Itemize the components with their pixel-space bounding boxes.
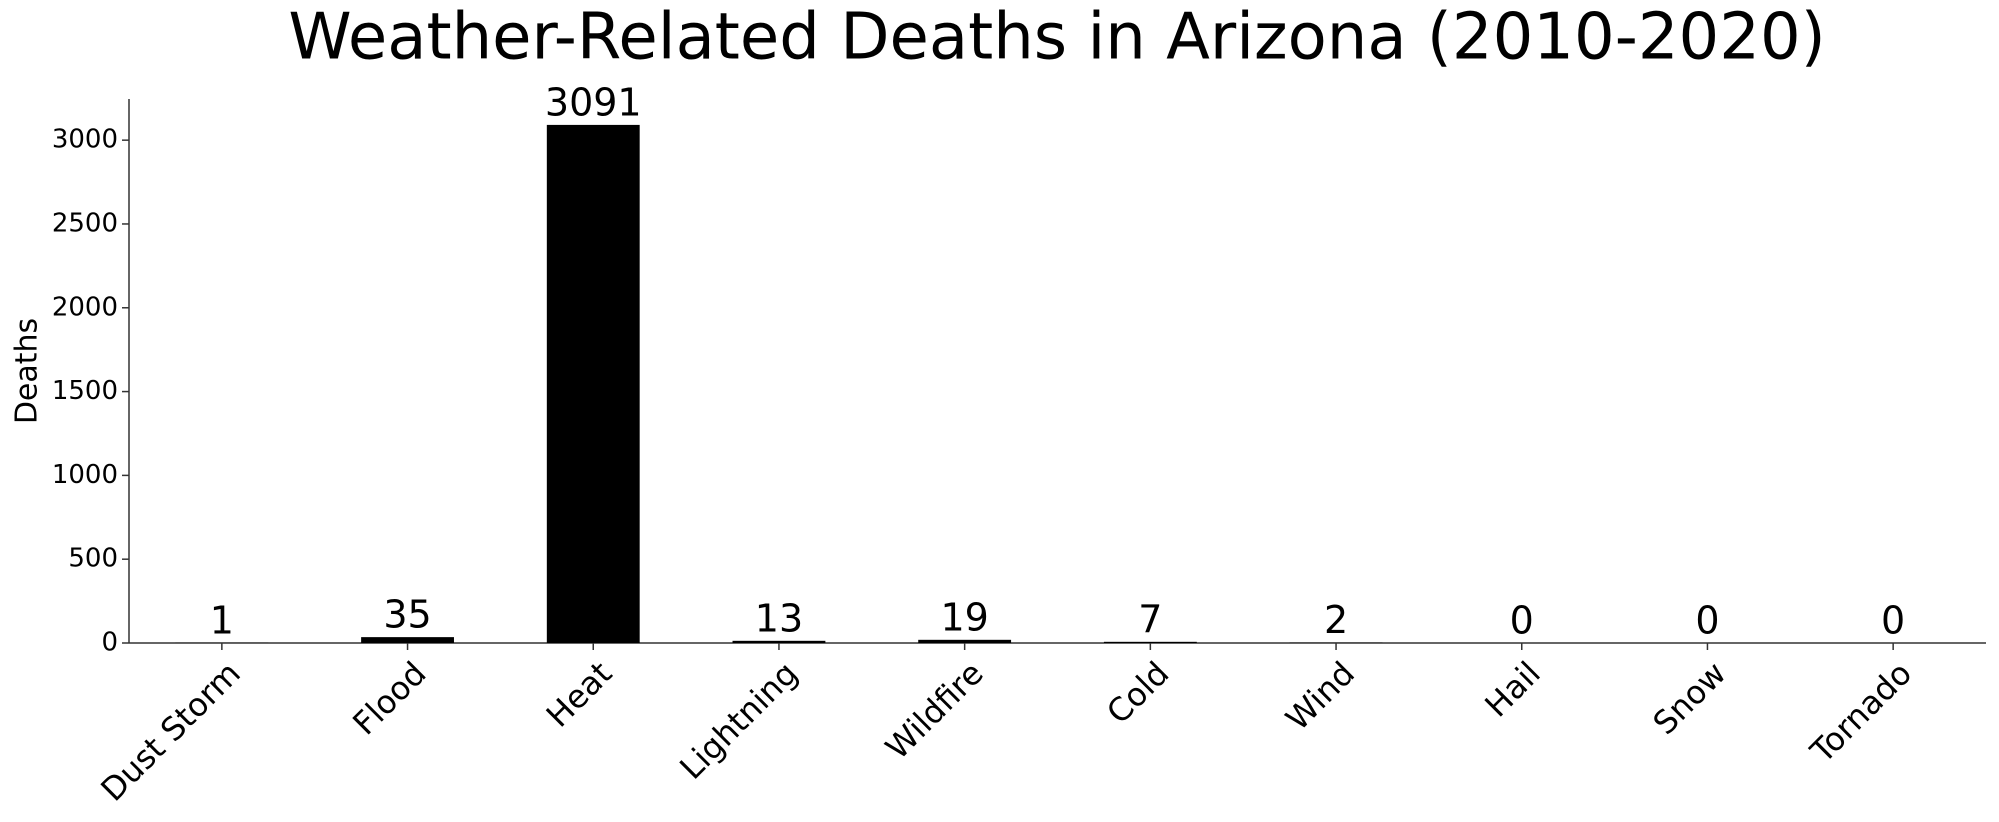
x-tick-label: Heat: [539, 654, 620, 735]
value-label: 3091: [545, 80, 642, 124]
x-tick-label: Tornado: [1802, 654, 1919, 771]
x-tick-label: Flood: [345, 654, 433, 742]
y-tick-label: 500: [68, 544, 118, 574]
value-label: 19: [940, 595, 988, 639]
x-tick-label: Snow: [1646, 654, 1734, 742]
y-tick-label: 2500: [52, 208, 118, 238]
bar: [361, 637, 454, 643]
value-label: 1: [210, 598, 234, 642]
value-label: 0: [1510, 599, 1534, 643]
value-label: 0: [1695, 599, 1719, 643]
x-tick-label: Wildfire: [878, 654, 991, 767]
y-tick-label: 0: [101, 628, 118, 658]
bar: [918, 639, 1012, 643]
value-label: 0: [1881, 599, 1905, 643]
y-tick-label: 1500: [52, 376, 118, 406]
x-tick-label: Dust Storm: [93, 654, 248, 809]
x-tick-label: Wind: [1278, 654, 1362, 738]
y-tick-label: 2000: [52, 292, 118, 322]
bar: [732, 640, 826, 643]
bar: [1103, 641, 1197, 643]
bar: [546, 124, 640, 643]
x-tick-label: Cold: [1099, 654, 1176, 731]
value-label: 7: [1138, 597, 1162, 641]
x-tick-label: Hail: [1477, 654, 1547, 724]
y-axis-label: Deaths: [10, 318, 45, 424]
x-tick-label: Lightning: [672, 654, 805, 787]
value-label: 13: [755, 596, 803, 640]
value-label: 2: [1324, 598, 1348, 642]
value-label: 35: [383, 593, 431, 637]
chart-title: Weather-Related Deaths in Arizona (2010-…: [288, 1, 1825, 75]
y-tick-label: 1000: [52, 460, 118, 490]
y-tick-label: 3000: [52, 125, 118, 155]
